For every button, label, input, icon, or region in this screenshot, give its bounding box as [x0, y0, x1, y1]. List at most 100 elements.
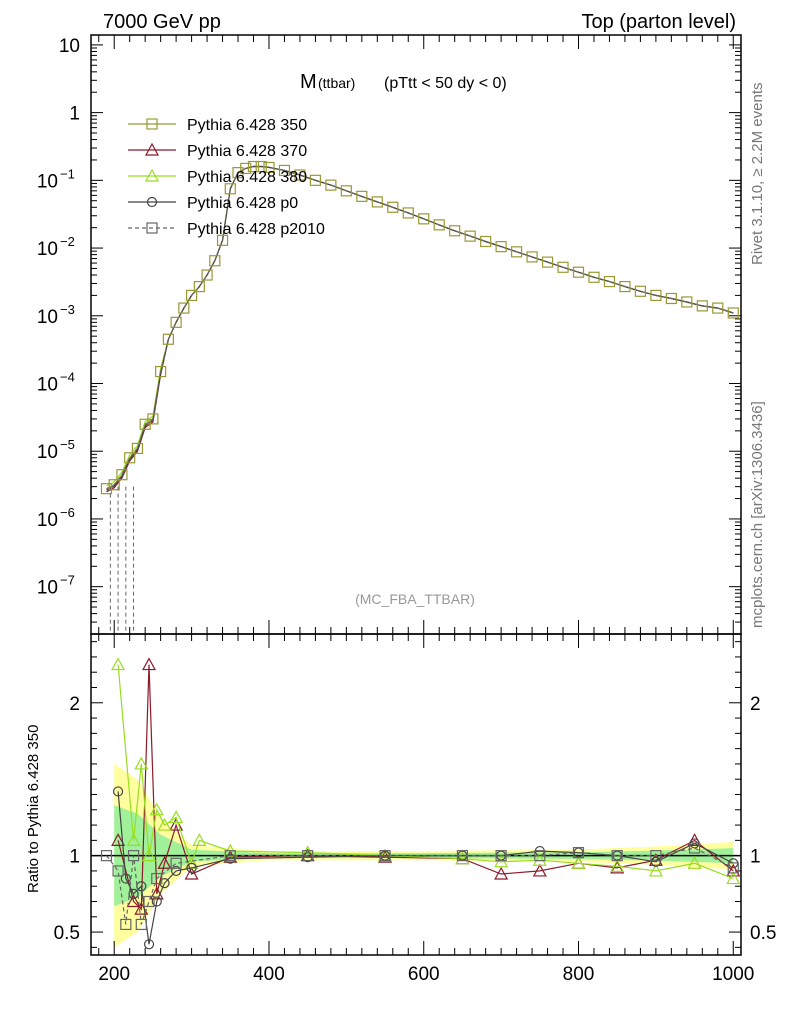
legend-label: Pythia 6.428 p0: [187, 195, 298, 212]
ratio-point: [688, 842, 701, 854]
legend-label: Pythia 6.428 380: [187, 169, 307, 186]
main-point: [356, 190, 368, 202]
main-point: [557, 261, 569, 273]
main-series-line: [106, 165, 734, 491]
ratio-point: [571, 856, 586, 869]
mcplots-label: mcplots.cern.ch [arXiv:1306.3436]: [749, 401, 766, 628]
main-point: [480, 235, 492, 248]
main-point: [247, 160, 260, 173]
title-sub: (ttbar): [318, 75, 355, 91]
title-cuts: (pTtt < 50 dy < 0): [384, 75, 507, 92]
ratio-series-line: [117, 664, 734, 880]
ratio-y-tick-label: 0.5: [54, 923, 80, 944]
main-point: [572, 266, 585, 278]
main-series-line: [106, 165, 734, 490]
ratio-point: [455, 851, 470, 865]
legend-marker: [144, 168, 160, 182]
main-point: [433, 219, 445, 231]
main-y-tick-label: 10: [37, 442, 58, 463]
main-point: [224, 183, 236, 195]
rivet-label: Rivet 3.1.10, ≥ 2.2M events: [749, 83, 766, 266]
ratio-point: [112, 865, 124, 877]
ratio-point: [494, 866, 509, 880]
x-tick-label: 1000: [712, 964, 754, 985]
x-tick-label: 600: [408, 964, 440, 985]
legend-marker: [146, 118, 158, 130]
main-point: [449, 225, 461, 237]
main-y-tick-label: 10: [59, 36, 80, 57]
header-right: Top (parton level): [581, 11, 736, 33]
legend-marker: [146, 196, 158, 208]
x-tick-label: 400: [253, 964, 285, 985]
main-point: [340, 185, 352, 197]
main-point: [209, 255, 221, 267]
main-y-tick-label: 10: [37, 171, 58, 192]
legend-label: Pythia 6.428 370: [187, 143, 307, 160]
legend-marker: [144, 142, 160, 156]
main-y-tick-exponent: −2: [60, 234, 75, 249]
ratio-point: [532, 863, 547, 877]
ratio-y-tick-label: 1: [69, 847, 80, 868]
main-point: [402, 207, 414, 219]
ratio-point: [142, 657, 157, 671]
ratio-point: [126, 833, 141, 846]
ratio-point: [726, 871, 741, 885]
main-y-tick-label: 10: [37, 578, 58, 599]
main-point: [147, 413, 159, 425]
ratio-point: [120, 918, 132, 931]
ratio-point: [143, 895, 155, 908]
ratio-point: [534, 850, 546, 862]
main-y-tick-exponent: −4: [60, 370, 75, 385]
ratio-panel-frame: [90, 633, 742, 956]
main-point: [727, 307, 739, 319]
ratio-point: [112, 786, 124, 797]
ratio-point: [151, 896, 162, 907]
main-point: [588, 271, 600, 283]
ratio-series: [100, 657, 741, 950]
ratio-series-line: [106, 847, 734, 925]
ratio-point: [611, 850, 623, 862]
main-point: [387, 201, 399, 213]
ratio-point: [494, 854, 509, 868]
main-point: [371, 196, 383, 208]
ratio-point: [610, 859, 625, 872]
main-y-tick-exponent: −7: [60, 573, 75, 588]
legend: Pythia 6.428 350 Pythia 6.428 370 Pythia 6…: [128, 117, 325, 238]
ratio-ylabel: Ratio to Pythia 6.428 350: [25, 725, 42, 893]
ratio-point: [135, 918, 147, 931]
ratio-point: [157, 856, 172, 869]
ratio-y-ticks: 0.5 0.5 1 1 2 2: [54, 641, 776, 948]
main-point: [510, 246, 523, 258]
ratio-point: [495, 850, 507, 862]
ratio-point: [151, 872, 163, 885]
ratio-point: [100, 850, 113, 862]
main-point: [155, 365, 167, 378]
plot-title: M (ttbar) (pTtt < 50 dy < 0): [300, 71, 507, 93]
ratio-point: [192, 833, 207, 846]
main-point: [108, 479, 120, 491]
main-point: [216, 234, 229, 246]
ratio-point: [126, 894, 141, 908]
main-series: [100, 160, 739, 634]
main-point: [193, 280, 205, 293]
ratio-point: [134, 756, 149, 770]
main-point: [603, 275, 616, 288]
ratio-point: [111, 833, 126, 846]
ratio-point: [532, 852, 547, 866]
main-y-tick-exponent: −5: [60, 437, 75, 452]
ratio-point: [111, 657, 126, 671]
main-point: [240, 162, 252, 175]
main-point: [464, 230, 476, 242]
main-point: [131, 442, 144, 455]
ratio-point: [727, 862, 739, 874]
main-point: [665, 292, 677, 305]
ratio-point: [169, 810, 184, 824]
ratio-point: [186, 862, 197, 873]
legend-label: Pythia 6.428 350: [187, 117, 307, 134]
ratio-point: [157, 817, 172, 831]
main-point: [124, 452, 136, 464]
ratio-y-tick-label-right: 2: [750, 694, 761, 715]
ratio-point: [650, 850, 662, 862]
ratio-point: [379, 850, 391, 862]
